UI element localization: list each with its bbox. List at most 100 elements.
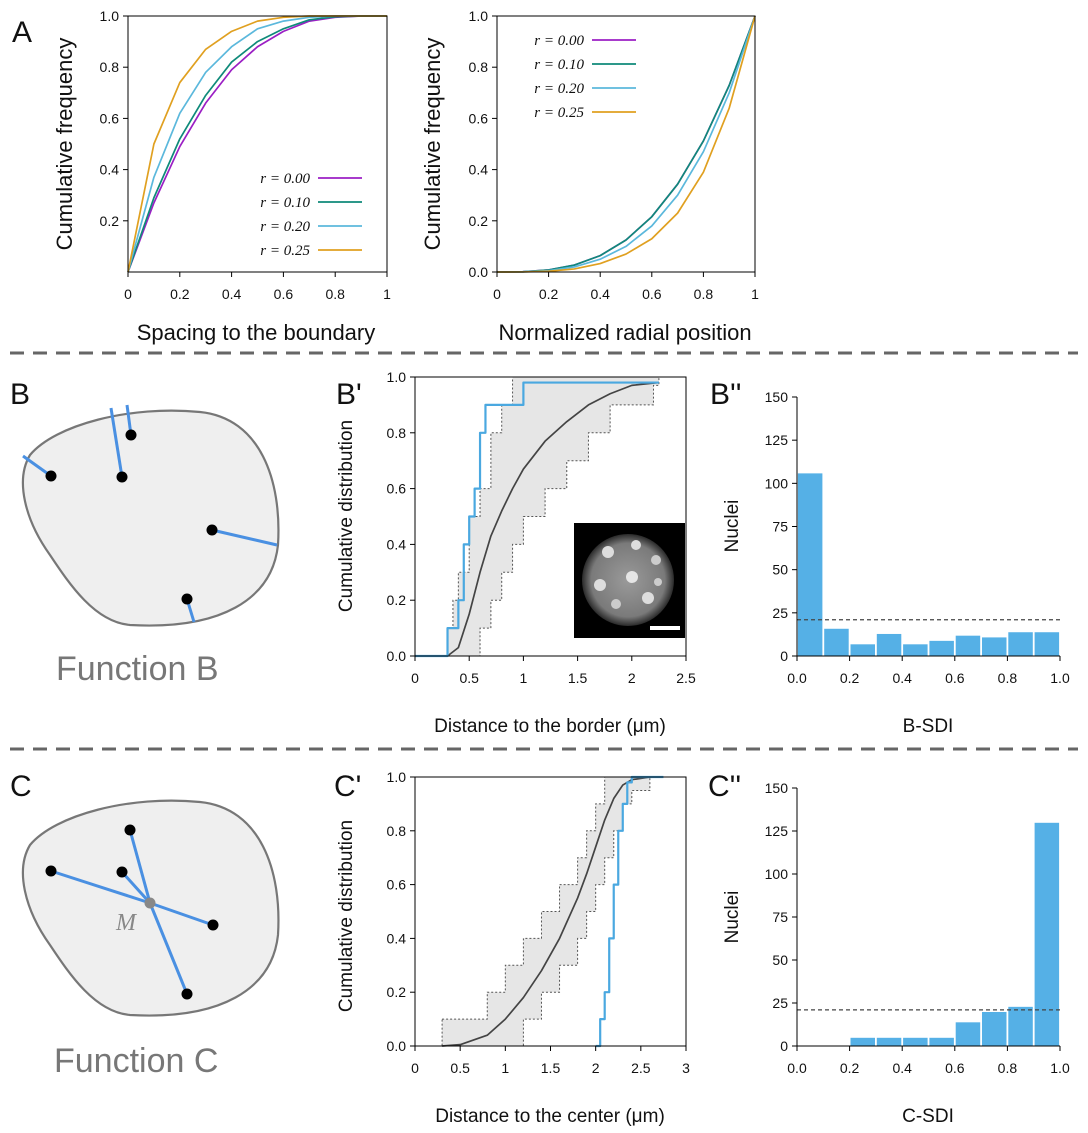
distance-line [109, 407, 124, 478]
C-prime-chart: 0 0.5 1 1.5 2 2.5 3 0.0 0.2 0.4 0.6 0.8 1.0 Distance … [336, 769, 690, 1127]
y-tick-label: 50 [772, 562, 788, 578]
plot-frame [414, 376, 687, 657]
y-tick-label: 0.0 [387, 648, 407, 664]
series-line [415, 381, 659, 658]
x-tick-label: 0.0 [787, 670, 807, 686]
center-point [144, 897, 156, 909]
panel-label-A: A [12, 16, 32, 49]
histogram-bar [1033, 822, 1060, 1047]
legend-label: r = 0.20 [260, 219, 310, 235]
y-tick-label: 0.4 [100, 162, 120, 178]
distance-line [149, 901, 214, 927]
y-tick-label: 25 [772, 995, 788, 1011]
y-tick-label: 0.6 [469, 110, 489, 126]
x-tick-label: 0.4 [222, 286, 242, 302]
center-label: M [115, 910, 138, 936]
nucleus-outline [21, 409, 280, 627]
x-tick-label: 0.5 [450, 1060, 470, 1076]
y-tick-label: 75 [772, 519, 788, 535]
spot [124, 824, 136, 836]
x-axis-label: Spacing to the boundary [137, 320, 376, 345]
histogram-bar [823, 627, 850, 657]
x-tick-label: 1 [520, 670, 528, 686]
spot [207, 919, 219, 931]
y-axis-label: Cumulative frequency [420, 38, 445, 251]
x-tick-label: 0.2 [840, 670, 860, 686]
spot [116, 471, 128, 483]
x-tick-label: 0.8 [998, 1060, 1018, 1076]
y-tick-label: 25 [772, 605, 788, 621]
confidence-envelope [441, 776, 655, 1047]
legend-label: r = 0.25 [534, 105, 584, 121]
x-tick-label: 1 [751, 286, 759, 302]
y-tick-label: 100 [765, 475, 789, 491]
histogram-bar [849, 1037, 876, 1047]
x-axis-label: B-SDI [903, 716, 954, 737]
histogram-bar [876, 1037, 903, 1047]
y-tick-label: 0.8 [469, 59, 489, 75]
y-tick-label: 0.8 [100, 59, 120, 75]
y-tick-label: 0.8 [387, 425, 407, 441]
x-tick-label: 0.5 [459, 670, 479, 686]
x-tick-label: 0.6 [274, 286, 294, 302]
y-tick-label: 0 [780, 1038, 788, 1054]
y-axis-label: Nuclei [722, 891, 743, 944]
y-tick-label: 0.2 [387, 592, 407, 608]
y-tick-label: 0.6 [387, 877, 407, 893]
x-axis-label: Distance to the center (μm) [435, 1106, 665, 1127]
B-prime-chart: 0 0.5 1 1.5 2 2.5 0.0 0.2 0.4 0.6 0.8 1.0 Distance t… [336, 369, 696, 737]
x-tick-label: 1 [383, 286, 391, 302]
y-tick-label: 0.2 [387, 984, 407, 1000]
distance-line [50, 869, 151, 905]
histogram-bar [902, 1037, 929, 1047]
panel-label-B-prime: B' [336, 378, 362, 411]
histogram-bar [1033, 631, 1060, 657]
x-tick-label: 1 [501, 1060, 509, 1076]
series-line [496, 15, 756, 273]
panel-label-C-prime: C' [334, 770, 361, 803]
function-c-diagram: M Function C [21, 799, 280, 1080]
series-line [496, 15, 756, 273]
y-tick-label: 0.2 [100, 213, 120, 229]
x-tick-label: 0.2 [539, 286, 559, 302]
histogram-bar [928, 640, 955, 657]
plot-frame [127, 15, 388, 273]
A-left-chart: 0 0.2 0.4 0.6 0.8 1 0.2 0.4 0.6 0.8 1.0 Spacing to … [52, 8, 391, 345]
distance-line [148, 902, 189, 995]
spot [45, 865, 57, 877]
A-right-chart: 0 0.2 0.4 0.6 0.8 1 0.0 0.2 0.4 0.6 0.8 1.0 Normaliz… [420, 8, 759, 345]
x-tick-label: 0.0 [787, 1060, 807, 1076]
histogram-bar [954, 634, 981, 657]
y-tick-label: 100 [765, 866, 789, 882]
x-tick-label: 1.0 [1050, 670, 1070, 686]
y-axis-label: Cumulative distribution [336, 820, 357, 1012]
x-tick-label: 0.6 [945, 670, 965, 686]
spot [45, 470, 57, 482]
series-line [415, 381, 659, 657]
y-tick-label: 0.4 [469, 162, 489, 178]
panel-label-B: B [10, 378, 30, 411]
spot [206, 524, 218, 536]
histogram-bar [1007, 1006, 1034, 1047]
y-tick-label: 125 [765, 823, 789, 839]
y-tick-label: 125 [765, 432, 789, 448]
series-line [496, 15, 756, 273]
distance-line [128, 829, 152, 904]
x-tick-label: 1.5 [568, 670, 588, 686]
histogram-bar [876, 633, 903, 657]
x-axis-label: C-SDI [902, 1106, 954, 1127]
spot [181, 593, 193, 605]
legend-label: r = 0.00 [260, 171, 310, 187]
spot [125, 429, 137, 441]
y-tick-label: 0.0 [469, 264, 489, 280]
panel-label-C: C [10, 770, 32, 803]
legend-label: r = 0.10 [534, 57, 584, 73]
histogram-bar [954, 1021, 981, 1047]
histogram-bar [981, 636, 1008, 657]
x-tick-label: 0 [493, 286, 501, 302]
function-b-diagram: Function B [21, 404, 280, 688]
x-tick-label: 2.5 [631, 1060, 651, 1076]
spot [116, 866, 128, 878]
y-tick-label: 50 [772, 952, 788, 968]
